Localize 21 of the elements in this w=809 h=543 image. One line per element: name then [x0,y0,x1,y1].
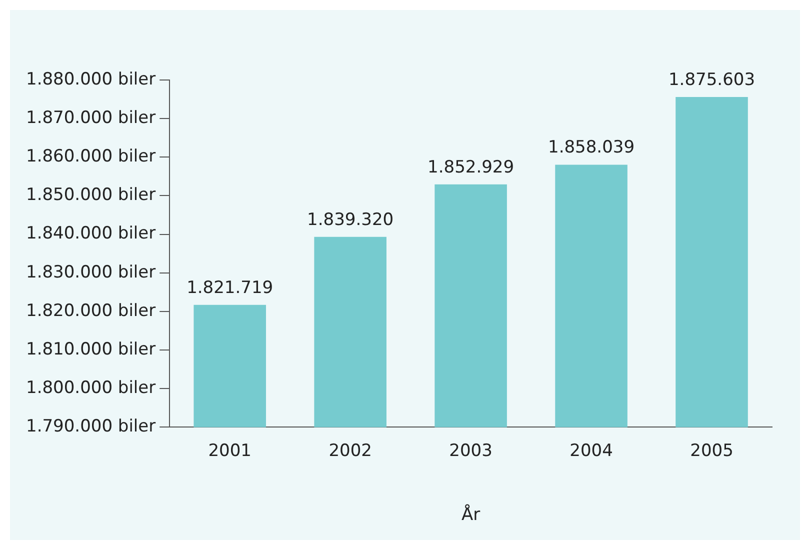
y-tick-label: 1.830.000 biler [26,262,156,282]
data-label: 1.839.320 [307,210,394,230]
data-label: 1.852.929 [428,157,514,178]
data-label: 1.821.719 [186,278,274,298]
x-tick-label: 2005 [690,440,734,461]
x-tick-label: 2003 [449,440,492,461]
y-tick-label: 1.880.000 biler [26,69,156,90]
y-tick-label: 1.860.000 biler [26,146,156,167]
y-tick-label: 1.800.000 biler [26,378,156,398]
data-label: 1.875.603 [668,70,756,90]
y-tick-label: 1.850.000 biler [26,185,156,206]
y-tick-label: 1.820.000 biler [26,300,156,321]
y-tick-label: 1.870.000 biler [26,108,156,128]
x-tick-label: 2004 [570,440,613,461]
x-axis-title: År [461,504,480,526]
x-tick-label: 2002 [328,440,372,461]
data-label: 1.858.039 [548,138,635,158]
x-tick-label: 2001 [208,440,252,461]
y-tick-label: 1.790.000 biler [26,416,156,437]
y-tick-label: 1.810.000 biler [26,339,156,360]
y-tick-label: 1.840.000 biler [26,224,156,244]
